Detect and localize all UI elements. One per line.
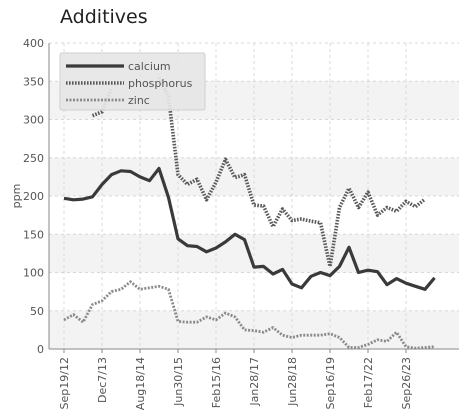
x-tick-label: Jan28/17	[248, 357, 261, 407]
grid-band	[49, 310, 459, 349]
y-tick-label: 50	[30, 305, 44, 318]
y-tick-label: 0	[37, 343, 44, 356]
series-line-phosphorus	[91, 88, 114, 118]
x-tick-label: Feb17/22	[362, 357, 375, 408]
x-tick-label: Sep16/19	[324, 357, 337, 409]
legend-label-calcium: calcium	[128, 60, 171, 73]
y-tick-label: 200	[23, 190, 44, 203]
y-tick-label: 300	[23, 114, 44, 127]
y-axis-label: ppm	[10, 184, 23, 209]
series-line-phosphorus	[157, 76, 427, 269]
x-tick-label: Sep26/23	[400, 357, 413, 409]
y-tick-label: 400	[23, 37, 44, 50]
x-tick-label: Aug18/14	[134, 357, 147, 410]
x-tick-label: Dec7/13	[96, 357, 109, 403]
y-tick-label: 250	[23, 152, 44, 165]
series-line-zinc	[63, 280, 435, 350]
y-tick-label: 350	[23, 75, 44, 88]
legend-label-zinc: zinc	[128, 94, 150, 107]
y-tick-label: 100	[23, 267, 44, 280]
y-tick-label: 150	[23, 228, 44, 241]
x-tick-label: Jun30/15	[172, 357, 185, 407]
x-tick-label: Sep19/12	[58, 357, 71, 409]
series-line-calcium	[63, 166, 436, 291]
legend-label-phosphorus: phosphorus	[128, 77, 193, 90]
x-tick-label: Jun28/18	[286, 357, 299, 407]
chart-title: Additives	[60, 6, 148, 28]
x-tick-label: Feb15/16	[210, 357, 223, 408]
